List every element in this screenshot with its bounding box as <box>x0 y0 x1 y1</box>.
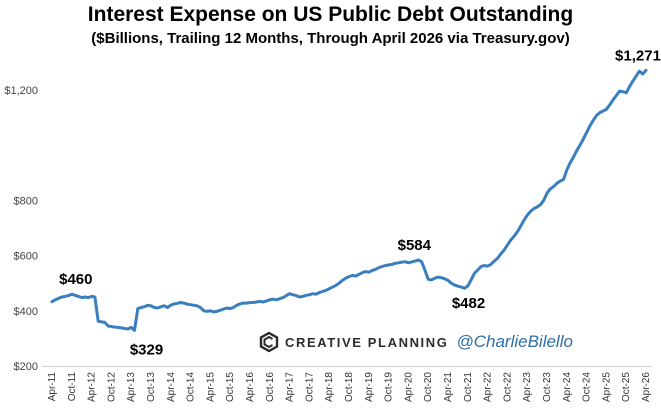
y-axis-ticks: $200 $400 $600 $800 $1,200 <box>4 85 38 373</box>
brand-name: CREATIVE PLANNING <box>285 334 449 350</box>
x-tick-label: Oct-21 <box>463 372 474 402</box>
x-tick-label: Apr-17 <box>285 372 296 402</box>
x-tick-label: Oct-25 <box>621 372 632 402</box>
series-line <box>50 68 648 332</box>
x-tick-label: Apr-21 <box>443 372 454 402</box>
x-tick-label: Apr-24 <box>562 372 573 402</box>
data-label: $329 <box>130 341 163 358</box>
x-tick-label: Oct-23 <box>542 372 553 402</box>
x-tick-label: Oct-16 <box>265 372 276 402</box>
x-tick-label: Apr-15 <box>205 372 216 402</box>
x-tick-label: Oct-20 <box>423 372 434 402</box>
chart-subtitle: ($Billions, Trailing 12 Months, Through … <box>91 30 570 47</box>
data-labels: $460 $329 $584 $482 $1,271 <box>59 47 661 358</box>
x-tick-label: Oct-18 <box>344 372 355 402</box>
data-label: $460 <box>59 271 92 288</box>
y-tick-label: $400 <box>14 306 38 318</box>
x-tick-label: Apr-16 <box>245 372 256 402</box>
data-label: $1,271 <box>615 47 661 64</box>
x-tick-label: Oct-14 <box>186 372 197 402</box>
x-tick-label: Oct-15 <box>225 372 236 402</box>
x-tick-label: Apr-26 <box>641 372 652 402</box>
x-tick-label: Oct-19 <box>384 372 395 402</box>
x-tick-label: Oct-22 <box>502 372 513 402</box>
y-tick-label: $600 <box>14 251 38 263</box>
x-tick-label: Apr-25 <box>601 372 612 402</box>
chart-title: Interest Expense on US Public Debt Outst… <box>87 3 574 26</box>
x-tick-label: Oct-13 <box>146 372 157 402</box>
y-tick-label: $800 <box>14 195 38 207</box>
x-tick-label: Apr-19 <box>364 372 375 402</box>
data-label: $584 <box>398 237 432 254</box>
data-label: $482 <box>452 295 485 312</box>
x-tick-label: Oct-12 <box>106 372 117 402</box>
x-tick-label: Apr-23 <box>522 372 533 402</box>
x-tick-label: Apr-11 <box>47 372 58 402</box>
x-tick-label: Oct-24 <box>582 372 593 402</box>
creative-planning-logo-icon <box>259 331 279 353</box>
x-tick-label: Apr-20 <box>403 372 414 402</box>
y-tick-label: $1,200 <box>4 85 38 97</box>
x-tick-label: Apr-22 <box>483 372 494 402</box>
x-axis-ticks: Apr-11 Oct-11 Apr-12 Oct-12 Apr-13 Oct-13 Apr-… <box>47 372 652 402</box>
brand-handle: @CharlieBilello <box>456 332 573 351</box>
y-tick-label: $200 <box>14 361 38 373</box>
x-tick-label: Apr-12 <box>87 372 98 402</box>
x-tick-label: Apr-13 <box>126 372 137 402</box>
x-tick-label: Oct-17 <box>304 372 315 402</box>
x-tick-label: Oct-11 <box>67 372 78 402</box>
watermark: CREATIVE PLANNING @CharlieBilello <box>258 328 573 356</box>
x-tick-label: Apr-14 <box>166 372 177 402</box>
x-tick-label: Apr-18 <box>324 372 335 402</box>
